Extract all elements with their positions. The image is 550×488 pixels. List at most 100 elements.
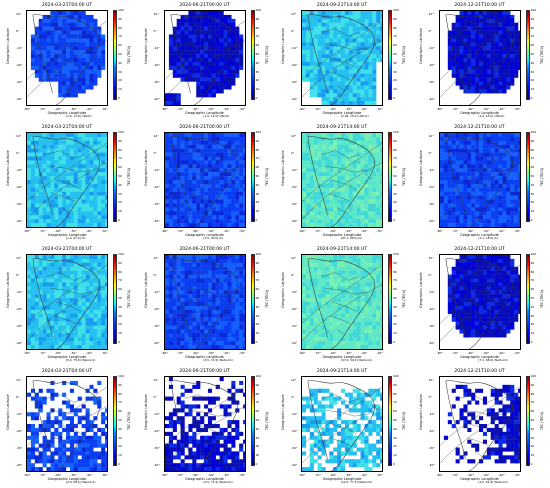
- tec-cell: [490, 11, 495, 16]
- tec-cell: [333, 11, 338, 16]
- tec-cell: [313, 152, 318, 157]
- tec-cell: [184, 321, 189, 326]
- tec-cell: [30, 191, 35, 196]
- tec-cell: [58, 156, 63, 161]
- tec-cell: [77, 133, 82, 138]
- tec-cell: [30, 313, 35, 318]
- tec-cell: [317, 69, 322, 74]
- tec-cell: [42, 262, 47, 267]
- tec-cell: [219, 58, 224, 63]
- tec-cell: [203, 38, 208, 43]
- tec-cell: [46, 329, 51, 334]
- tec-cell: [77, 294, 82, 299]
- tec-cell: [172, 93, 177, 98]
- tec-cell: [474, 54, 479, 59]
- tec-cell: [501, 11, 507, 16]
- tec-cell: [501, 140, 507, 145]
- tec-cell: [348, 258, 353, 264]
- tec-cell: [81, 286, 86, 291]
- colorbar-tick: 70: [118, 156, 122, 161]
- tec-cell: [215, 207, 220, 212]
- tec-cell: [313, 77, 318, 82]
- tec-cell: [195, 187, 200, 192]
- tec-cell: [380, 58, 382, 63]
- tec-cell: [509, 14, 514, 20]
- tec-cell: [364, 81, 369, 86]
- tec-cell: [242, 262, 245, 267]
- tec-cell: [38, 278, 43, 283]
- tec-cell: [352, 136, 357, 142]
- tec-cell: [517, 176, 520, 181]
- tec-cell: [313, 187, 318, 192]
- magnetic-equator-line: [164, 264, 245, 342]
- tec-cell: [226, 42, 232, 47]
- tec-cell: [172, 329, 177, 334]
- tec-cell: [62, 317, 67, 322]
- tec-cell: [376, 199, 381, 204]
- tec-cell: [337, 203, 342, 208]
- tec-cell: [490, 54, 495, 59]
- tec-cell: [494, 219, 499, 224]
- y-tick-label: -30°: [428, 202, 435, 206]
- colorbar-tick: 70: [255, 156, 260, 161]
- coastline: [445, 136, 513, 227]
- tec-cell: [490, 172, 495, 177]
- tec-cell: [344, 144, 350, 149]
- tec-cell: [172, 180, 177, 185]
- tec-cell: [352, 191, 357, 196]
- tec-cell: [494, 164, 499, 169]
- tec-cell: [187, 69, 193, 74]
- tec-cell: [38, 282, 43, 287]
- magnetic-equator-line: [439, 142, 520, 220]
- tec-cell: [93, 337, 98, 342]
- tec-cell: [62, 298, 67, 303]
- tec-cell: [77, 61, 82, 67]
- colorbar-tick: 70: [393, 34, 397, 39]
- tec-cell: [376, 30, 381, 35]
- tec-cell: [101, 195, 106, 200]
- tec-cell: [501, 58, 507, 63]
- tec-cell: [459, 26, 464, 31]
- tec-cell: [230, 278, 235, 283]
- tec-cell: [73, 152, 78, 157]
- tec-cell: [168, 211, 173, 216]
- tec-cell: [317, 77, 322, 82]
- tec-cell: [329, 168, 334, 173]
- tec-cell: [89, 30, 94, 35]
- tec-cell: [372, 26, 377, 31]
- tec-cell: [309, 42, 314, 47]
- tec-cell: [230, 258, 235, 264]
- tec-cell: [337, 183, 342, 189]
- tec-cell: [168, 34, 173, 39]
- tec-cell: [368, 69, 373, 74]
- tec-cell: [164, 337, 169, 342]
- tec-cell: [89, 22, 94, 27]
- tec-cell: [27, 183, 32, 189]
- tec-cell: [66, 223, 71, 227]
- tec-cell: [73, 183, 78, 189]
- tec-cell: [474, 77, 479, 82]
- tec-cell: [498, 11, 503, 16]
- tec-cell: [242, 266, 245, 271]
- tec-cell: [360, 34, 365, 39]
- tec-cell: [203, 11, 208, 16]
- colorbar-tick: 20: [530, 200, 535, 205]
- tec-cell: [211, 195, 216, 200]
- tec-cell: [215, 172, 220, 177]
- tec-cell: [321, 168, 326, 173]
- tec-cell: [509, 34, 514, 39]
- tec-cell: [372, 172, 377, 177]
- tec-cell: [199, 313, 204, 318]
- tec-cell: [348, 54, 353, 59]
- colorbar-tick: 50: [393, 52, 397, 56]
- tec-cell: [77, 255, 82, 260]
- tec-cell: [356, 195, 361, 200]
- tec-cell: [309, 133, 314, 138]
- tec-cell: [215, 11, 220, 16]
- tec-cell: [360, 187, 365, 192]
- tec-cell: [226, 164, 232, 169]
- tec-cell: [486, 172, 491, 177]
- tec-cell: [97, 305, 102, 311]
- tec-cell: [207, 219, 212, 224]
- tec-cell: [168, 93, 173, 98]
